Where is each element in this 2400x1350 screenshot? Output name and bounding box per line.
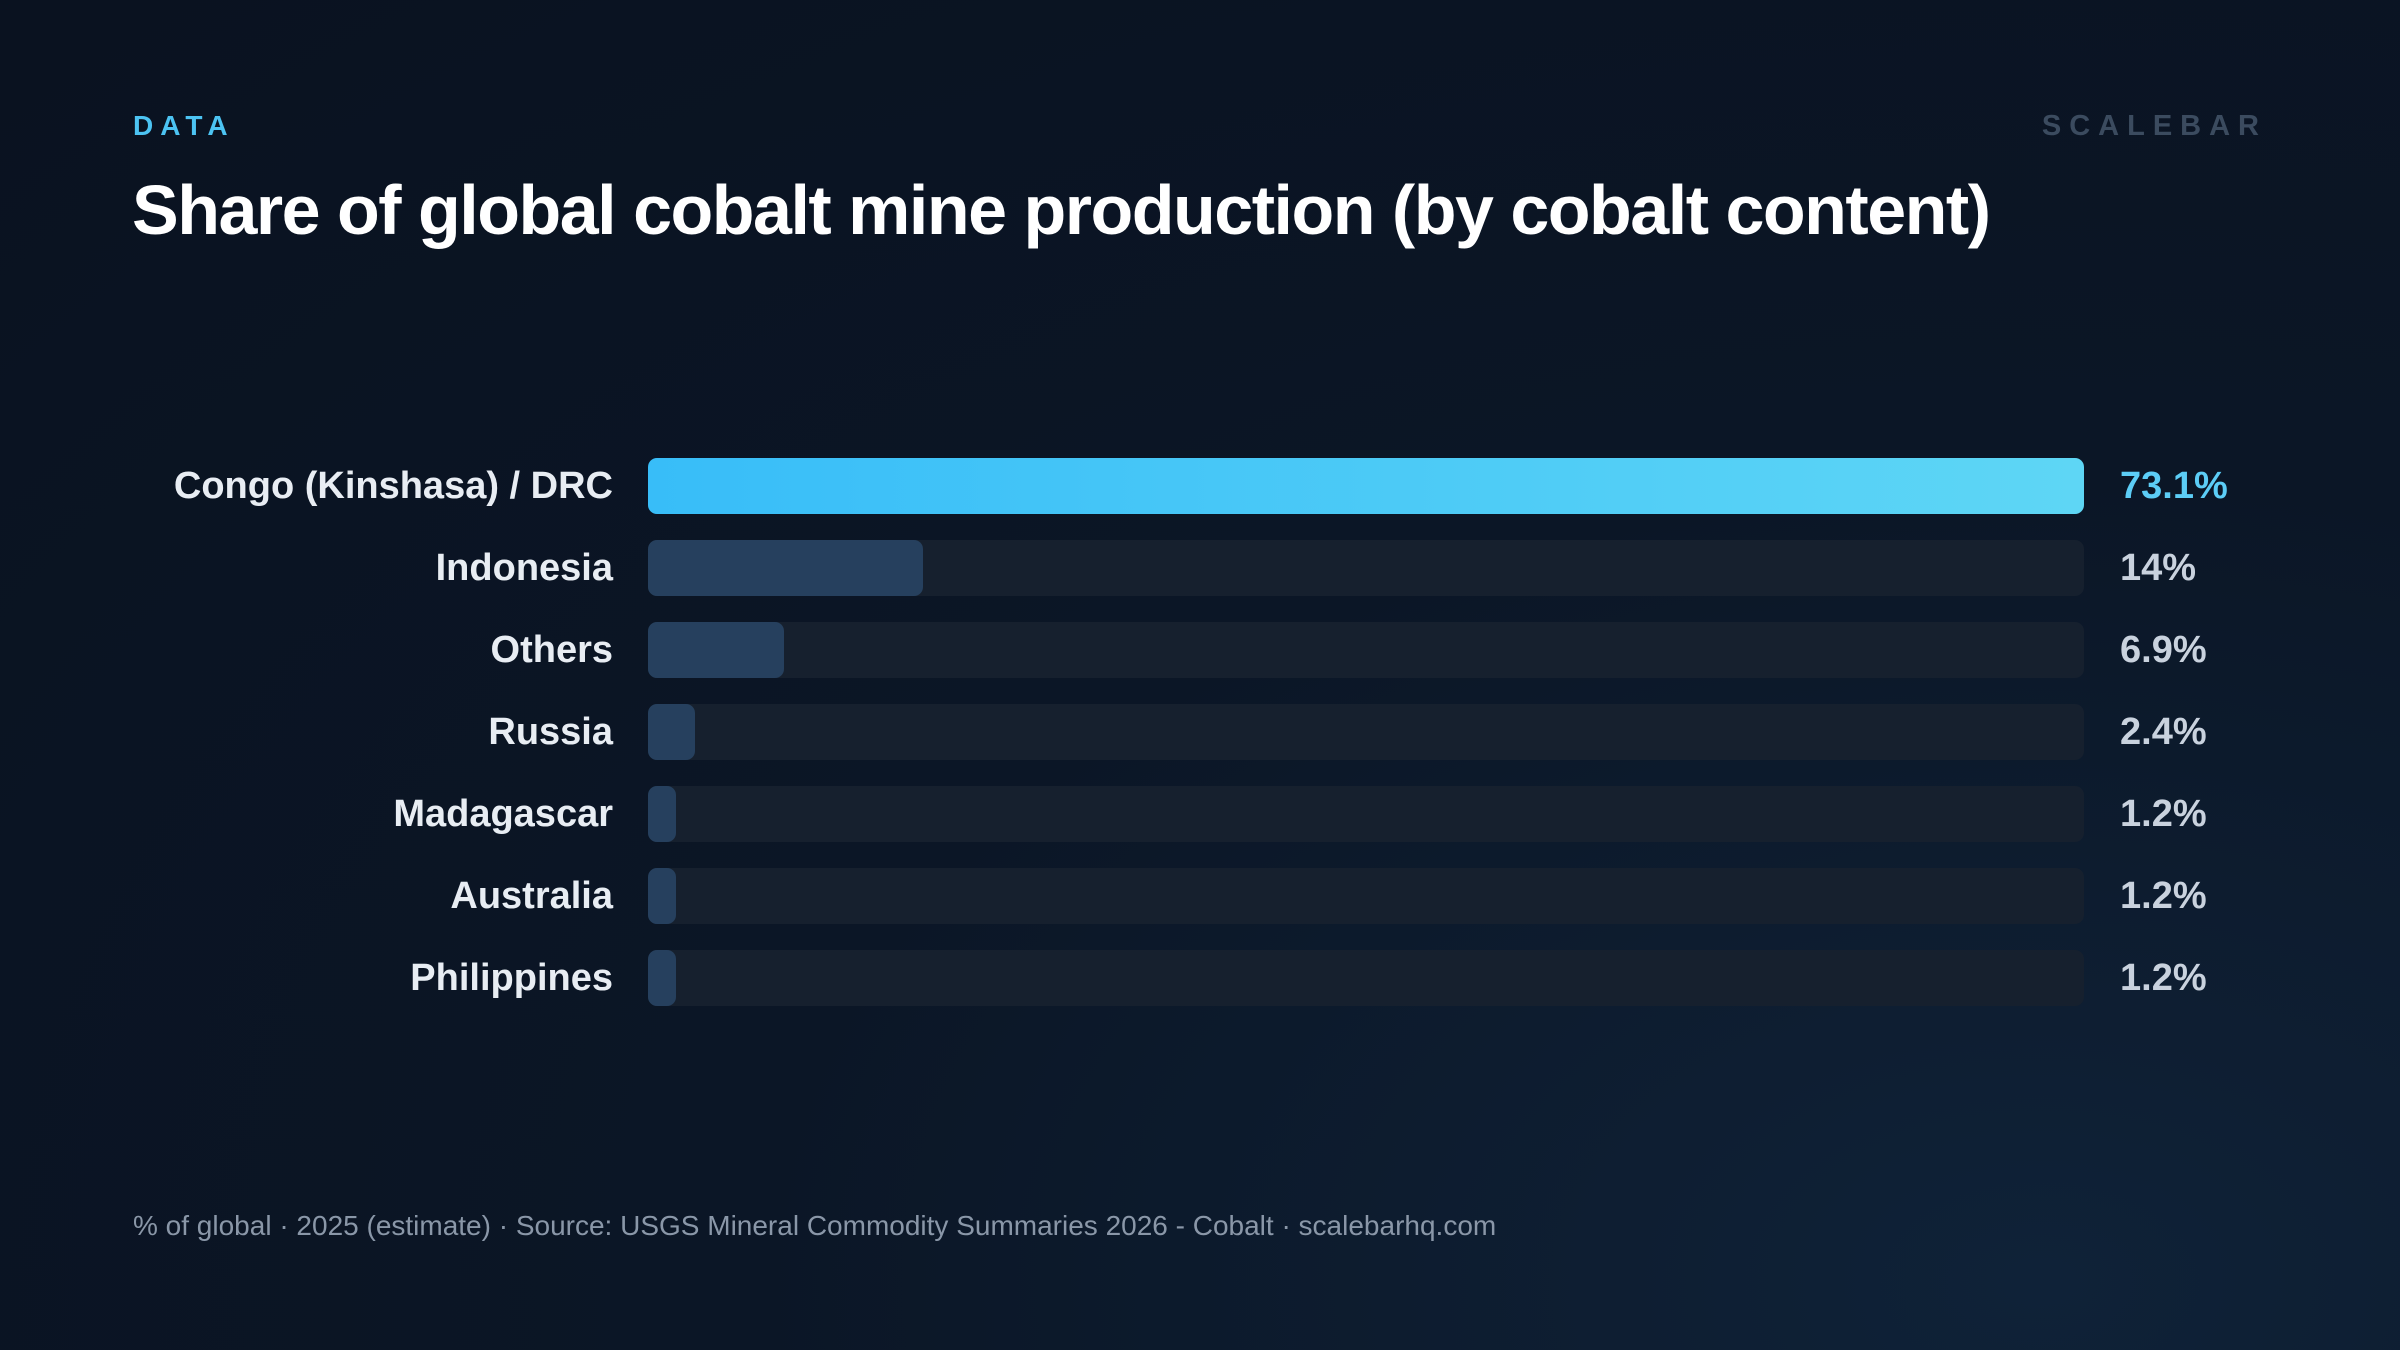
section-kicker: DATA [133,110,235,141]
bar [648,868,676,924]
bar [648,622,784,678]
bar-track [648,786,2084,842]
bar-track [648,458,2084,514]
category-label: Others [490,629,613,671]
bar-track [648,540,2084,596]
bar-row: Madagascar 1.2% [0,786,2400,842]
bar [648,540,924,596]
category-label: Russia [488,711,613,753]
value-label: 14% [2120,547,2197,589]
chart-title: Share of global cobalt mine production (… [132,171,1991,249]
bar [648,458,2084,514]
bar-track [648,622,2084,678]
value-label: 73.1% [2120,465,2228,507]
category-label: Madagascar [393,793,613,835]
category-label: Philippines [410,957,613,999]
category-label: Congo (Kinshasa) / DRC [173,465,613,507]
bar-row: Others 6.9% [0,622,2400,678]
brand-logo-text: SCALEBAR [2041,110,2267,142]
value-label: 2.4% [2120,711,2207,753]
source-footnote: % of global · 2025 (estimate) · Source: … [133,1210,1497,1241]
bar [648,704,696,760]
value-label: 1.2% [2120,875,2207,917]
value-label: 1.2% [2120,957,2207,999]
category-label: Indonesia [435,547,613,589]
value-label: 6.9% [2120,629,2207,671]
bar-row: Australia 1.2% [0,868,2400,924]
bar-row: Russia 2.4% [0,704,2400,760]
bar-track [648,950,2084,1006]
bar-track [648,868,2084,924]
bar-row: Congo (Kinshasa) / DRC 73.1% [0,458,2400,514]
bar-row: Indonesia 14% [0,540,2400,596]
bar-track [648,704,2084,760]
bar-row: Philippines 1.2% [0,950,2400,1006]
value-label: 1.2% [2120,793,2207,835]
category-label: Australia [450,875,613,917]
bar [648,786,676,842]
bar [648,950,676,1006]
